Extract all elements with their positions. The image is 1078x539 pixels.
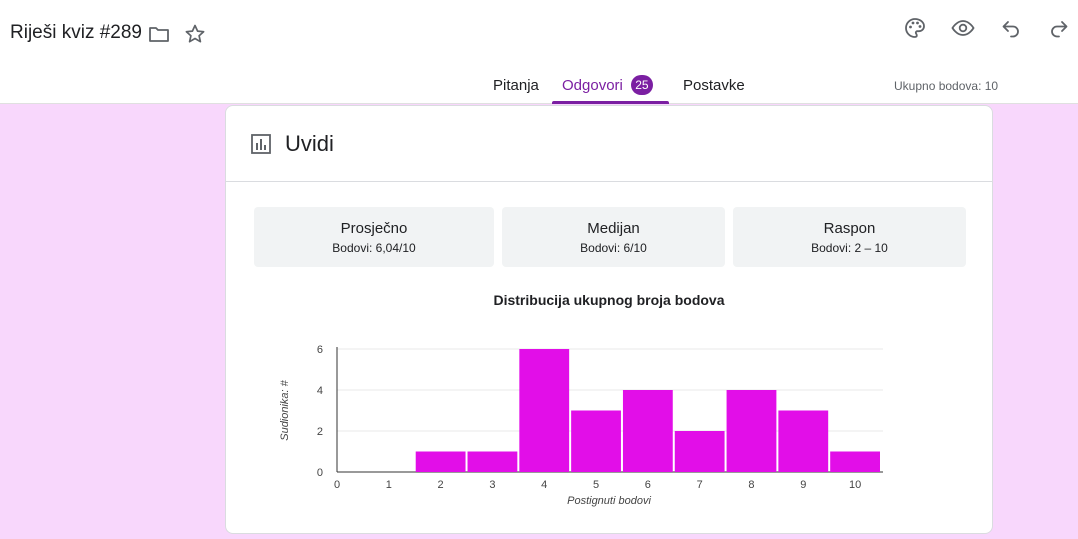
palette-icon[interactable]	[901, 14, 929, 42]
bar	[622, 390, 673, 472]
x-tick-label: 1	[386, 479, 392, 491]
x-tick-label: 6	[645, 479, 651, 491]
y-tick-label: 2	[317, 426, 323, 438]
y-tick-label: 0	[317, 467, 323, 479]
x-tick-label: 0	[334, 479, 340, 491]
active-tab-indicator	[552, 101, 669, 104]
stat-range: Raspon Bodovi: 2 – 10	[733, 207, 966, 267]
tab-questions-label: Pitanja	[493, 77, 539, 94]
tab-questions[interactable]: Pitanja	[493, 77, 539, 105]
redo-icon[interactable]	[1045, 14, 1073, 42]
star-icon[interactable]	[181, 20, 209, 48]
x-axis-label: Postignuti bodovi	[567, 495, 651, 507]
bar	[830, 451, 880, 472]
bar	[415, 451, 466, 472]
tab-settings[interactable]: Postavke	[683, 77, 745, 105]
chart-title: Distribucija ukupnog broja bodova	[493, 292, 725, 308]
y-tick-label: 6	[317, 344, 323, 356]
score-distribution-chart: 0 2 4 6 0 1 2 3 4 5 6 7 8 9 10 Postignuti bodovi Sudioni…	[279, 344, 883, 507]
bar	[571, 410, 621, 472]
form-title[interactable]: Riješi kviz #289	[10, 22, 142, 43]
bar	[674, 431, 725, 472]
total-points: Ukupno bodova: 10	[894, 79, 999, 93]
top-bar: Riješi kviz #289 Pitanja Odgovori 25 Post…	[0, 0, 1078, 104]
y-axis-label: Sudionika: #	[279, 379, 291, 440]
stat-range-value: Bodovi: 2 – 10	[811, 241, 888, 255]
stat-median-title: Medijan	[587, 220, 640, 237]
x-tick-label: 3	[489, 479, 495, 491]
tab-settings-label: Postavke	[683, 77, 745, 94]
stat-average-value: Bodovi: 6,04/10	[332, 241, 416, 255]
x-tick-label: 7	[697, 479, 703, 491]
x-tick-label: 10	[849, 479, 861, 491]
insights-card: Uvidi Prosječno Bodovi: 6,04/10 Medijan …	[225, 105, 993, 534]
stat-range-title: Raspon	[823, 220, 876, 237]
x-tick-label: 2	[438, 479, 444, 491]
stat-median: Medijan Bodovi: 6/10	[502, 207, 725, 267]
preview-icon[interactable]	[949, 14, 977, 42]
undo-icon[interactable]	[997, 14, 1025, 42]
bar	[467, 451, 518, 472]
insights-chart-icon	[251, 134, 271, 154]
bar	[726, 390, 777, 472]
insights-header: Uvidi	[226, 106, 992, 182]
tab-responses[interactable]: Odgovori 25	[562, 75, 653, 103]
folder-icon[interactable]	[145, 20, 173, 48]
stat-average: Prosječno Bodovi: 6,04/10	[254, 207, 494, 267]
x-tick-label: 8	[748, 479, 754, 491]
x-tick-label: 9	[800, 479, 806, 491]
stat-average-title: Prosječno	[340, 220, 408, 237]
y-tick-label: 4	[317, 385, 323, 397]
insights-title: Uvidi	[285, 131, 334, 156]
stat-median-value: Bodovi: 6/10	[580, 241, 647, 255]
bar	[519, 349, 570, 472]
x-tick-label: 5	[593, 479, 599, 491]
bar	[778, 410, 829, 472]
x-tick-label: 4	[541, 479, 547, 491]
tab-responses-label: Odgovori	[562, 77, 623, 94]
responses-count-badge: 25	[630, 75, 653, 95]
